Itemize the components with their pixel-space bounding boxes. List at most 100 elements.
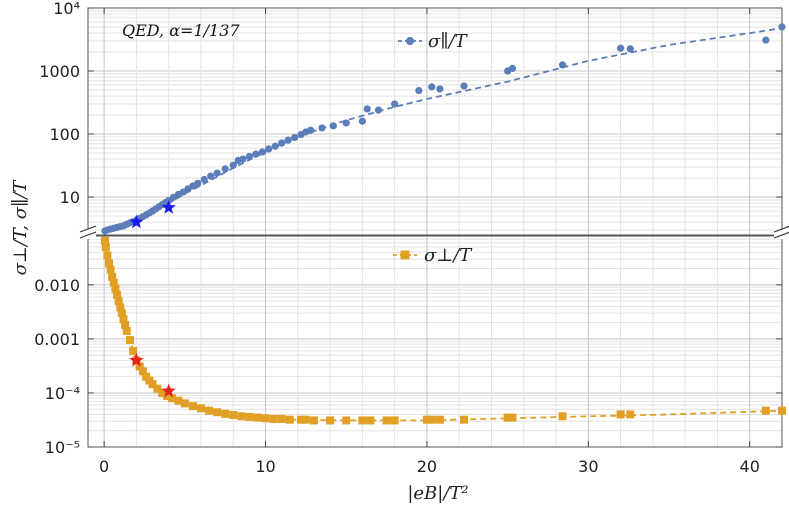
data-point	[158, 388, 167, 397]
data-point	[205, 406, 214, 415]
data-point	[307, 126, 315, 134]
data-point	[108, 272, 117, 281]
data-point	[358, 416, 367, 425]
data-point	[558, 61, 567, 69]
legend-top: σ∥/T	[398, 31, 469, 52]
data-point	[329, 122, 337, 130]
data-point	[253, 413, 262, 422]
data-point	[106, 265, 115, 274]
y-axis-title: σ⊥/T, σ∥/T	[10, 179, 31, 276]
data-point	[239, 155, 247, 163]
data-point	[113, 290, 122, 299]
data-point	[104, 259, 113, 268]
data-point	[148, 380, 157, 389]
data-point	[213, 408, 222, 417]
data-point	[221, 409, 230, 418]
fit-curve-line	[103, 27, 783, 232]
data-point	[309, 416, 318, 425]
data-point	[122, 326, 131, 335]
data-point	[245, 152, 253, 161]
highlight-star	[129, 352, 144, 367]
data-point	[415, 86, 423, 95]
legend-bottom-label: σ⊥/T	[424, 245, 473, 266]
data-point	[196, 404, 205, 413]
top-fit-curve	[103, 27, 783, 232]
data-point	[422, 415, 431, 424]
data-point	[114, 297, 123, 306]
x-tick-label: 10	[255, 457, 275, 476]
data-point	[188, 402, 197, 411]
data-point	[318, 124, 326, 132]
data-point	[278, 139, 286, 147]
data-point	[460, 82, 468, 90]
data-point	[761, 406, 770, 415]
data-point	[207, 172, 215, 180]
data-point	[138, 367, 147, 376]
data-point	[616, 410, 625, 419]
y-tick-label: 10⁴	[53, 0, 80, 18]
x-tick-label: 30	[578, 457, 598, 476]
x-axis-title: |eB|/T²	[407, 483, 468, 504]
data-point	[111, 284, 120, 293]
x-tick-label: 20	[417, 457, 437, 476]
data-point	[435, 415, 444, 424]
data-point	[558, 412, 567, 421]
y-tick-label: 0.010	[34, 276, 80, 295]
data-point	[508, 64, 517, 73]
data-point	[100, 236, 109, 245]
data-point	[261, 414, 270, 423]
data-point	[290, 133, 299, 142]
data-point	[229, 161, 237, 169]
highlight-star	[129, 214, 144, 229]
data-point	[109, 278, 118, 287]
data-point	[366, 416, 375, 425]
axis-ticks	[88, 7, 782, 448]
data-point	[245, 412, 254, 421]
data-point	[390, 416, 399, 425]
data-point	[778, 406, 786, 415]
data-point	[101, 243, 110, 252]
data-point	[342, 416, 351, 425]
data-point	[382, 416, 391, 425]
data-point	[284, 136, 292, 144]
data-point	[121, 321, 130, 330]
data-point	[778, 23, 786, 31]
data-point	[163, 391, 172, 400]
top-panel-frame	[87, 7, 783, 236]
data-point	[229, 411, 238, 420]
data-point	[200, 175, 208, 184]
data-point	[135, 362, 144, 371]
data-point	[129, 346, 138, 355]
axis-tick-labels: 0 10 20 30 40 10 100 1000 10⁴ 10⁻⁵ 10⁻⁴ 0.001 0.010	[34, 0, 760, 476]
data-point	[180, 399, 189, 408]
data-point	[762, 36, 770, 44]
data-point	[626, 410, 635, 419]
data-point	[258, 148, 266, 156]
data-point	[460, 415, 469, 424]
data-point	[167, 394, 176, 403]
data-point	[617, 44, 625, 52]
y-tick-label: 0.001	[34, 330, 80, 349]
annotation-qed: QED, α=1/137	[122, 21, 240, 40]
y-tick-label: 1000	[39, 62, 80, 81]
data-point	[277, 414, 286, 423]
legend-bottom: σ⊥/T	[393, 245, 473, 266]
data-point	[271, 142, 279, 150]
y-tick-label: 10	[60, 188, 80, 207]
data-point	[374, 106, 383, 114]
data-point	[428, 83, 436, 91]
top-panel-grid	[88, 7, 783, 235]
data-point	[252, 150, 260, 158]
data-point	[174, 396, 183, 405]
data-point	[391, 100, 399, 108]
data-point	[237, 412, 246, 421]
data-point	[194, 179, 202, 187]
data-point	[427, 415, 436, 424]
highlight-star	[161, 383, 176, 398]
data-point	[626, 45, 634, 53]
data-point	[265, 145, 273, 153]
highlight-star	[161, 200, 176, 214]
data-point	[301, 415, 310, 424]
